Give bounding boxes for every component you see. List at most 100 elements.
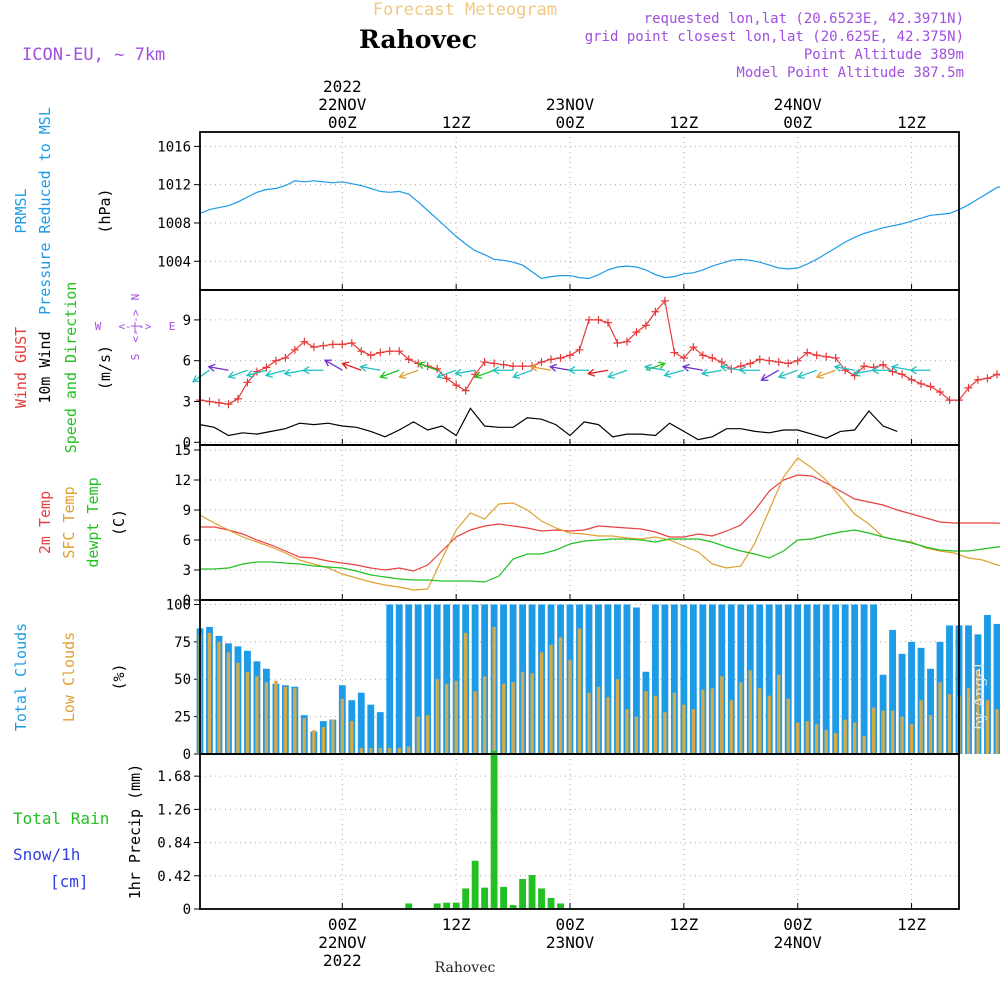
panel-label: (m/s) [96, 345, 114, 390]
bar-low [672, 692, 677, 754]
gust-marker [679, 353, 688, 362]
bar-total [727, 604, 735, 754]
bar-precip [547, 897, 555, 909]
gust-marker [736, 362, 745, 371]
bar-total [737, 604, 745, 754]
bar-low [710, 688, 714, 754]
gust-marker [945, 396, 954, 405]
bar-total [376, 712, 384, 754]
header: Forecast Meteogram Rahovec ICON-EU, ~ 7k… [22, 0, 964, 81]
y-tick-label: 75 [174, 635, 191, 651]
gust-marker [774, 358, 783, 367]
gust-marker [205, 397, 214, 406]
gust-marker [233, 394, 242, 403]
wind-arrow [323, 359, 343, 371]
wind-arrow [909, 366, 931, 375]
bar-precip [443, 902, 451, 909]
bar-total [908, 641, 915, 754]
bar-low [663, 712, 667, 754]
top-time-label: 12Z [669, 113, 698, 132]
wind-arrow [302, 366, 324, 375]
bar-low [274, 680, 278, 754]
y-tick-label: 1016 [157, 139, 191, 155]
wind-arrow [663, 369, 685, 378]
bar-low [596, 686, 601, 754]
panel-precip: 0 0.42 0.84 1.26 1.68 Total Rain Snow/1h [cm] 1h… [13, 750, 960, 918]
gust-marker [594, 315, 603, 324]
bar-low [331, 719, 335, 754]
bar-total [708, 604, 716, 754]
bar-precip [528, 874, 536, 909]
y-tick-label: 0 [183, 902, 191, 918]
gust-marker [319, 341, 328, 350]
gust-marker [973, 375, 982, 384]
gust-marker [717, 358, 726, 367]
panel-clouds: 0 25 50 75 100 Total Clouds Low Clouds (%) [12, 597, 1000, 763]
bar-total [699, 604, 707, 754]
gust-marker [651, 307, 660, 316]
gust-marker [812, 351, 821, 360]
bar-low [501, 683, 506, 754]
y-tick-label: 1004 [157, 254, 191, 270]
bar-low [340, 698, 344, 754]
bottom-time-label: 00Z [328, 915, 357, 934]
bar-low [729, 700, 733, 754]
y-tick-label: 0 [183, 435, 191, 451]
wind-arrow [454, 368, 476, 377]
bar-low [463, 632, 468, 754]
gust-marker [338, 340, 347, 349]
bar-total [784, 604, 792, 754]
bar-low [426, 715, 430, 754]
bar-low [492, 626, 496, 754]
bottom-time-label: 23NOV [546, 933, 595, 952]
bar-low [777, 674, 781, 754]
y-tick-label: 0 [183, 593, 191, 609]
bar-total [595, 604, 602, 754]
gust-marker [755, 355, 764, 364]
panel-label: dewpt Temp [84, 477, 102, 567]
bar-low [293, 688, 297, 754]
bar-total [822, 604, 830, 754]
bottom-time-label: 12Z [669, 915, 698, 934]
bar-total [433, 604, 441, 754]
bar-low [900, 716, 904, 754]
panel-label: Total Clouds [12, 623, 30, 731]
bar-precip [519, 878, 526, 909]
top-time-label: 00Z [783, 113, 812, 132]
panel-label: [cm] [50, 872, 89, 891]
wind-arrow [815, 369, 836, 379]
gust-marker [603, 318, 612, 327]
requested-coords: requested lon,lat (20.6523E, 42.3971N) [644, 11, 964, 27]
gust-marker [262, 363, 271, 372]
bottom-time-label: 00Z [556, 915, 585, 934]
gust-marker [480, 358, 489, 367]
bar-precip [557, 903, 564, 909]
gust-marker [547, 355, 556, 364]
bar-low [397, 748, 401, 754]
gust-marker [898, 370, 907, 379]
bar-total [614, 604, 621, 754]
panel-label: Low Clouds [60, 632, 78, 722]
bar-low [577, 628, 582, 754]
gust-marker [793, 356, 802, 365]
bar-total [689, 604, 697, 754]
bar-total [860, 604, 868, 754]
gust-marker [357, 347, 366, 356]
bar-total [414, 604, 422, 754]
y-tick-label: 0.42 [157, 869, 191, 885]
gust-marker [575, 345, 584, 354]
bar-low [473, 691, 477, 754]
gust-marker [271, 356, 280, 365]
bar-total [367, 704, 375, 754]
top-time-label: 00Z [328, 113, 357, 132]
bar-low [615, 679, 620, 754]
model-label: ICON-EU, ~ 7km [22, 45, 165, 65]
bar-total [756, 604, 764, 754]
wind-arrow [567, 366, 589, 375]
bar-low [625, 709, 629, 754]
gust-marker [784, 359, 793, 368]
gust-marker [328, 340, 337, 349]
bar-low [644, 691, 648, 754]
wind-arrow [283, 368, 305, 377]
